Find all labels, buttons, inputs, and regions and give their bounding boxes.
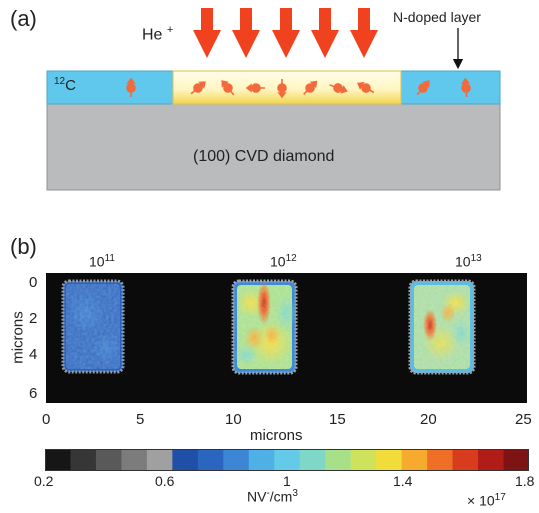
- colorbar-tick-label: 0.2: [34, 473, 54, 489]
- x-tick-label: 20: [420, 411, 437, 428]
- colorbar-multiplier: × 1017: [467, 492, 506, 509]
- y-tick-label: 4: [29, 346, 38, 363]
- colorbar-unit-label: NV-/cm3: [247, 488, 298, 505]
- nv-spin: [126, 77, 136, 97]
- ion-arrow: [350, 8, 378, 58]
- colorbar-cell: [478, 449, 505, 471]
- colorbar-cell: [503, 449, 529, 471]
- ion-arrow: [193, 8, 221, 58]
- nv-spin: [303, 80, 318, 95]
- colorbar-cell: [121, 449, 148, 471]
- nv-spin: [190, 81, 206, 95]
- colorbar-cell: [146, 449, 173, 471]
- n-doped-layer-right: [400, 70, 501, 105]
- nv-spin: [416, 80, 430, 96]
- colorbar-tick-label: 1.4: [393, 473, 413, 489]
- x-axis-label: microns: [250, 427, 303, 444]
- colorbar-cell: [197, 449, 224, 471]
- x-tick-label: 15: [329, 411, 346, 428]
- colorbar-cell: [172, 449, 199, 471]
- dose-label-3: 1013: [455, 253, 482, 270]
- x-tick-label: 0: [42, 411, 51, 428]
- colorbar-cell: [45, 449, 72, 471]
- dose-label-2: 1012: [270, 253, 297, 270]
- region-dose-1e11: [61, 279, 125, 374]
- colorbar-tick-label: 0.6: [155, 473, 175, 489]
- colorbar-cell: [299, 449, 326, 471]
- colorbar-cell: [274, 449, 301, 471]
- colorbar-cell: [427, 449, 454, 471]
- nv-spin: [461, 77, 471, 98]
- colorbar-cell: [350, 449, 377, 471]
- region-dose-1e12: [231, 279, 298, 375]
- colorbar-cell: [248, 449, 275, 471]
- nv-spin: [357, 81, 375, 94]
- panel-b-label: (b): [10, 234, 37, 259]
- substrate-label: (100) CVD diamond: [193, 148, 335, 165]
- isotope-mass: 12: [54, 76, 66, 87]
- nv-spin: [277, 79, 287, 99]
- colorbar-cell: [401, 449, 428, 471]
- nv-spins: [126, 77, 471, 99]
- nv-density-map: [46, 273, 527, 403]
- isotope-symbol: C: [65, 77, 76, 94]
- y-tick-label: 0: [29, 274, 38, 291]
- panel-a-label: (a): [10, 6, 37, 31]
- nv-spin: [329, 83, 348, 94]
- isotope-label: 12C: [54, 76, 76, 94]
- colorbar-cell: [70, 449, 97, 471]
- implantation-schematic: [46, 8, 501, 191]
- x-tick-label: 5: [136, 411, 145, 428]
- region-dose-1e13: [408, 279, 476, 375]
- ion-beam-label: He +: [142, 24, 173, 44]
- colorbar: [45, 449, 529, 471]
- colorbar-cell: [325, 449, 352, 471]
- diamond-substrate: [46, 103, 501, 191]
- helium-ion-arrows: [193, 8, 378, 58]
- colorbar-tick-label: 1: [283, 473, 291, 489]
- colorbar-tick-label: 1.8: [515, 473, 535, 489]
- y-axis-label: microns: [9, 311, 27, 364]
- y-tick-label: 2: [29, 310, 38, 327]
- ion-arrow: [232, 8, 260, 58]
- ion-arrow: [311, 8, 339, 58]
- colorbar-cell: [223, 449, 250, 471]
- dose-label-1: 1011: [89, 253, 115, 270]
- x-tick-label: 25: [515, 411, 532, 428]
- colorbar-cell: [376, 449, 403, 471]
- ion-label: He: [142, 26, 163, 44]
- n-doped-layer-label: N-doped layer: [393, 9, 481, 25]
- ion-charge: +: [166, 24, 174, 36]
- nv-spin: [221, 80, 235, 96]
- nv-spin: [245, 83, 265, 93]
- colorbar-cell: [452, 449, 479, 471]
- colorbar-cell: [95, 449, 123, 471]
- ion-arrow: [272, 8, 300, 58]
- x-tick-label: 10: [225, 411, 242, 428]
- y-tick-label: 6: [29, 385, 38, 402]
